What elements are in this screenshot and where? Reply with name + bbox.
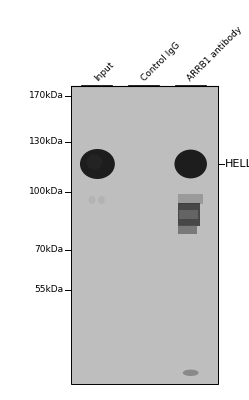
Ellipse shape <box>80 149 115 179</box>
Text: 100kDa: 100kDa <box>29 188 63 196</box>
Bar <box>178 194 203 204</box>
Ellipse shape <box>98 196 105 204</box>
Bar <box>178 203 200 226</box>
Bar <box>178 225 197 234</box>
Ellipse shape <box>86 154 102 170</box>
Text: 70kDa: 70kDa <box>34 246 63 254</box>
Text: 55kDa: 55kDa <box>34 286 63 294</box>
Bar <box>179 210 198 219</box>
Text: 170kDa: 170kDa <box>29 92 63 100</box>
Text: HELLS: HELLS <box>225 159 249 169</box>
Ellipse shape <box>175 150 207 178</box>
Text: ARRB1 antibody: ARRB1 antibody <box>186 25 244 83</box>
Bar <box>71 86 218 384</box>
Ellipse shape <box>88 196 95 204</box>
Text: Control IgG: Control IgG <box>139 40 182 83</box>
Text: Input: Input <box>92 60 115 83</box>
Ellipse shape <box>183 370 199 376</box>
Text: 130kDa: 130kDa <box>29 138 63 146</box>
